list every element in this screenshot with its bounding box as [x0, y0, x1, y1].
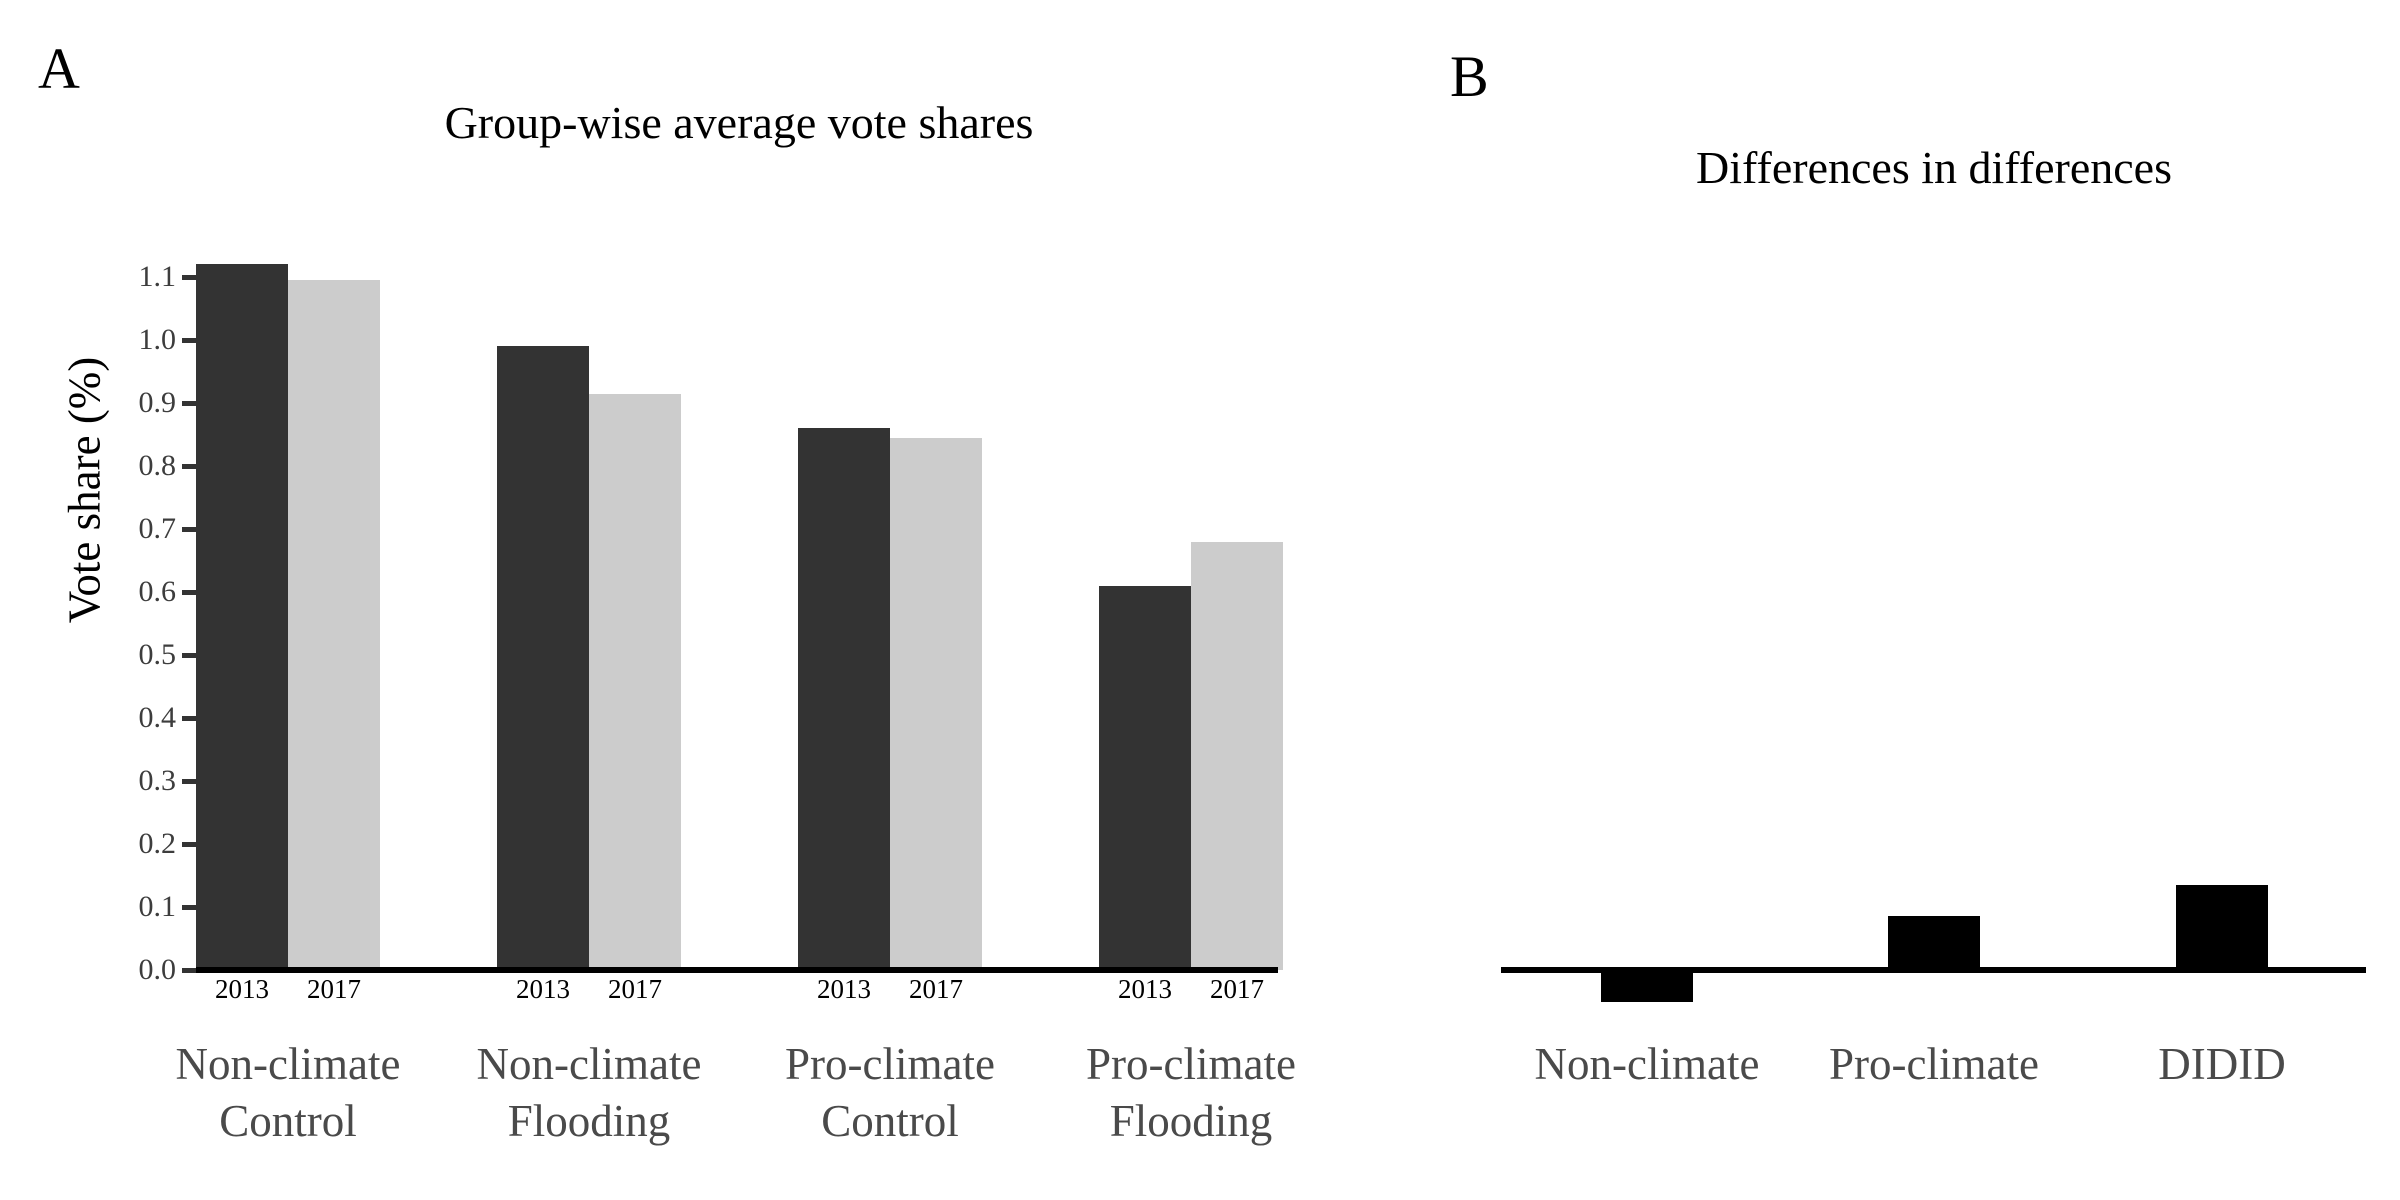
group-label-1-line-2: Control — [219, 1096, 357, 1146]
bar-2017-group-3 — [890, 438, 982, 970]
x-tick-label-2017: 2017 — [909, 974, 963, 1004]
did-bar-pro-climate — [1888, 916, 1980, 971]
y-axis-tick-label: 0.1 — [138, 890, 177, 923]
x-tick-label-2017: 2017 — [608, 974, 662, 1004]
bar-2013-group-3 — [798, 428, 890, 970]
panel-a-letter: A — [38, 36, 80, 101]
y-axis-tick — [182, 716, 196, 721]
did-bar-didid — [2176, 885, 2268, 971]
y-axis-tick-label: 1.1 — [138, 260, 177, 293]
group-label-4-line-1: Pro-climate — [1086, 1039, 1296, 1089]
group-label-4-line-2: Flooding — [1109, 1096, 1273, 1146]
y-axis-tick-label: 0.3 — [138, 764, 177, 797]
did-label-didid: DIDID — [2158, 1039, 2286, 1089]
group-label-3-line-1: Pro-climate — [785, 1039, 995, 1089]
x-tick-label-2013: 2013 — [215, 974, 269, 1004]
group-label-2-line-2: Flooding — [507, 1096, 671, 1146]
y-axis-tick — [182, 401, 196, 406]
y-axis-tick — [182, 653, 196, 658]
y-axis-tick-label: 0.0 — [138, 953, 177, 986]
y-axis-tick-label: 0.7 — [138, 512, 177, 545]
y-axis-tick — [182, 590, 196, 595]
y-axis-tick-label: 0.2 — [138, 827, 177, 860]
x-tick-label-2017: 2017 — [1210, 974, 1264, 1004]
x-tick-label-2013: 2013 — [1118, 974, 1172, 1004]
y-axis-tick — [182, 779, 196, 784]
y-axis-tick-label: 0.8 — [138, 449, 177, 482]
bar-2013-group-1 — [196, 264, 288, 970]
bar-2017-group-2 — [589, 394, 681, 970]
bar-2017-group-4 — [1191, 542, 1283, 970]
group-label-3-line-2: Control — [821, 1096, 959, 1146]
y-axis-tick — [182, 842, 196, 847]
group-label-1-line-1: Non-climate — [175, 1039, 401, 1089]
panel-b-letter: B — [1450, 44, 1489, 109]
did-bar-non-climate — [1601, 969, 1693, 1002]
did-label-non-climate: Non-climate — [1534, 1039, 1760, 1089]
y-axis-tick — [182, 968, 196, 973]
group-label-2-line-1: Non-climate — [476, 1039, 702, 1089]
did-label-pro-climate: Pro-climate — [1829, 1039, 2039, 1089]
y-axis-tick — [182, 275, 196, 280]
bar-2017-group-1 — [288, 280, 380, 970]
y-axis-tick-label: 1.0 — [138, 323, 177, 356]
panel-a-title: Group-wise average vote shares — [444, 97, 1034, 148]
y-axis-tick — [182, 527, 196, 532]
y-axis-tick-label: 0.6 — [138, 575, 177, 608]
y-axis-tick — [182, 464, 196, 469]
panel-b-title: Differences in differences — [1696, 142, 2172, 193]
x-tick-label-2013: 2013 — [817, 974, 871, 1004]
x-tick-label-2013: 2013 — [516, 974, 570, 1004]
y-axis-tick — [182, 338, 196, 343]
x-tick-label-2017: 2017 — [307, 974, 361, 1004]
panel-b-x-axis-line — [1501, 967, 2366, 973]
y-axis-tick-label: 0.9 — [138, 386, 177, 419]
panel-a-x-axis-line — [196, 967, 1278, 973]
bar-2013-group-2 — [497, 346, 589, 970]
y-axis-tick-label: 0.5 — [138, 638, 177, 671]
y-axis-tick-label: 0.4 — [138, 701, 177, 734]
y-axis-tick — [182, 905, 196, 910]
bar-2013-group-4 — [1099, 586, 1191, 970]
